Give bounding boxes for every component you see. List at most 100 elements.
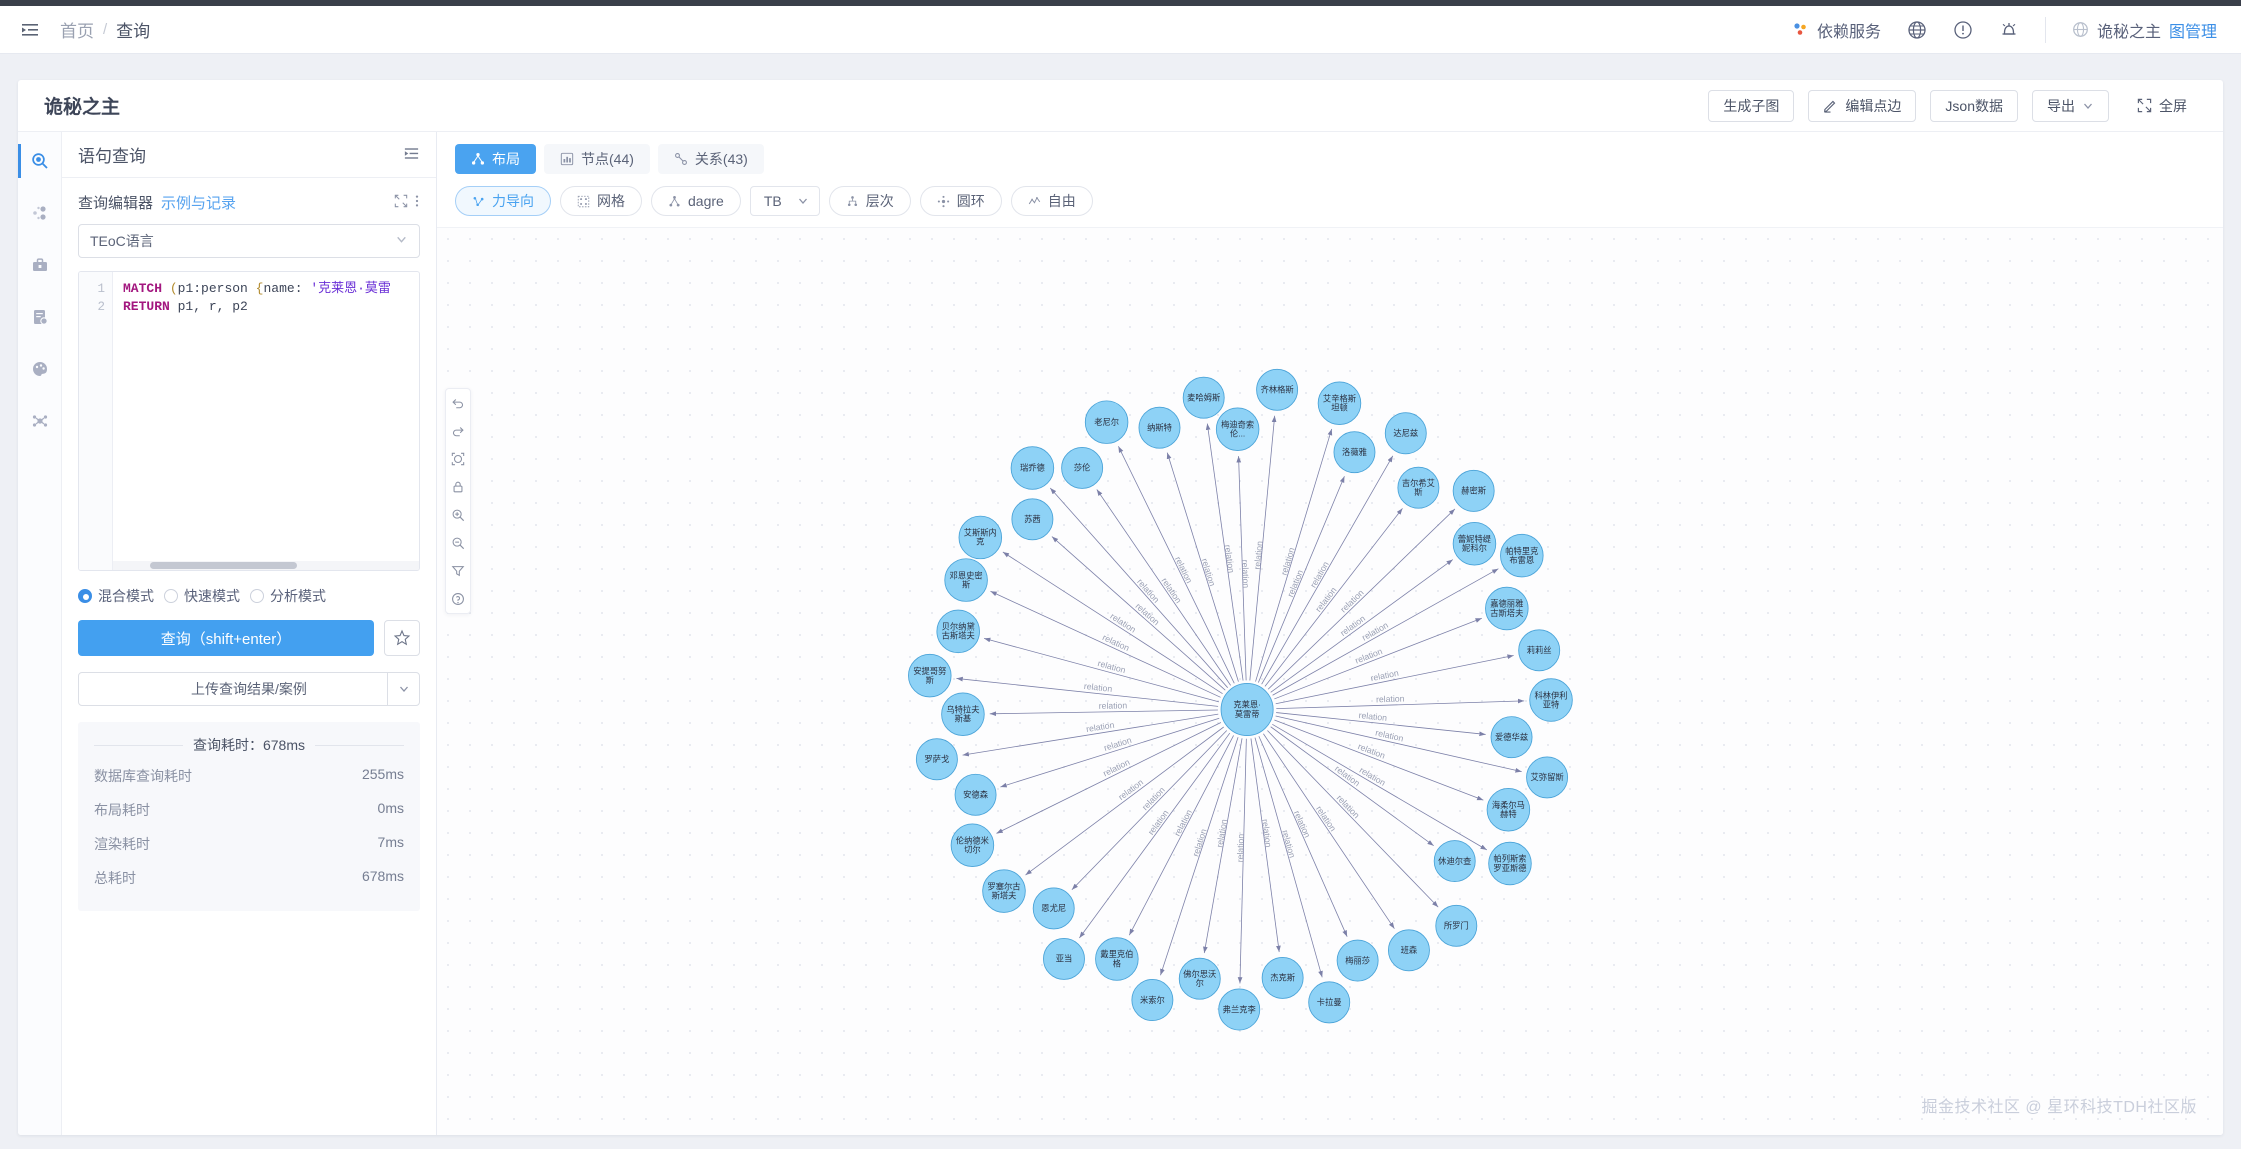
graph-node-circle[interactable]	[1256, 368, 1299, 411]
graph-edge[interactable]	[1254, 737, 1323, 978]
graph-node-circle[interactable]	[1218, 988, 1261, 1031]
graph-edge[interactable]	[1079, 732, 1231, 939]
graph-node-circle[interactable]	[1452, 522, 1497, 566]
info-circle-icon[interactable]	[1953, 20, 1973, 40]
graph-edge[interactable]	[1264, 508, 1403, 687]
graph-node-circle[interactable]	[1433, 840, 1476, 883]
upload-dropdown-chevron-down-icon[interactable]	[387, 673, 419, 705]
graph-node-circle[interactable]	[1333, 431, 1376, 474]
zoom-in-icon[interactable]	[451, 508, 465, 522]
graph-node-circle[interactable]	[950, 823, 995, 868]
graph-node-circle[interactable]	[1490, 716, 1533, 759]
graph-node-circle[interactable]	[1308, 981, 1351, 1024]
graph-node[interactable]: 爱德华兹	[1490, 716, 1533, 759]
graph-node[interactable]: 瑞乔德	[1010, 446, 1055, 490]
layout-grid[interactable]: 网格	[560, 186, 642, 216]
graph-node[interactable]: 亚当	[1043, 938, 1085, 980]
layout-force[interactable]: 力导向	[455, 186, 551, 216]
graph-node-circle[interactable]	[958, 515, 1003, 560]
graph-edge[interactable]	[989, 709, 1218, 717]
graph-edge[interactable]	[1096, 489, 1231, 686]
graph-edge[interactable]	[1261, 455, 1394, 685]
graph-node-circle[interactable]	[1043, 938, 1085, 980]
graph-node[interactable]: 达尼兹	[1384, 412, 1427, 455]
graph-node-center[interactable]: 克莱恩·莫雷蒂	[1220, 683, 1274, 737]
palette-icon[interactable]	[25, 354, 55, 384]
graph-node-circle[interactable]	[1138, 406, 1181, 449]
graph-edge[interactable]	[1236, 456, 1247, 681]
fit-view-icon[interactable]	[451, 452, 465, 466]
graph-edge[interactable]	[984, 637, 1220, 703]
graph-edge[interactable]	[1267, 508, 1456, 690]
mode-radio-mixed[interactable]: 混合模式	[78, 586, 154, 606]
graph-node[interactable]: 罗萨戈	[915, 738, 958, 781]
language-select[interactable]: TEoC语言	[78, 224, 420, 258]
graph-node[interactable]: 所罗门	[1435, 904, 1478, 947]
graph-edge[interactable]	[990, 590, 1221, 698]
redo-icon[interactable]	[451, 424, 465, 438]
current-graph[interactable]: 诡秘之主 图管理	[2072, 18, 2217, 42]
graph-node-circle[interactable]	[944, 558, 988, 602]
expand-icon[interactable]	[394, 194, 408, 212]
generate-subgraph-button[interactable]: 生成子图	[1708, 89, 1795, 122]
editor-horizontal-scrollbar[interactable]	[113, 561, 419, 570]
graph-node-circle[interactable]	[1384, 412, 1427, 455]
graph-node-circle[interactable]	[1010, 446, 1055, 490]
graph-node-circle[interactable]	[936, 609, 980, 654]
graph-edge[interactable]	[1272, 568, 1499, 696]
graph-edge[interactable]	[1002, 551, 1223, 695]
fullscreen-button[interactable]: 全屏	[2123, 90, 2201, 122]
toolbox-icon[interactable]	[25, 250, 55, 280]
more-options-icon[interactable]	[414, 194, 420, 212]
graph-edge[interactable]	[1237, 738, 1247, 984]
undo-icon[interactable]	[451, 396, 465, 410]
search-icon[interactable]	[25, 146, 55, 176]
analysis-icon[interactable]	[25, 198, 55, 228]
graph-edge[interactable]	[962, 713, 1219, 757]
graph-edge[interactable]	[1118, 446, 1235, 684]
lock-icon[interactable]	[451, 480, 465, 494]
json-data-button[interactable]: Json数据	[1930, 89, 2018, 122]
edit-nodes-edges-button[interactable]: 编辑点边	[1808, 89, 1917, 122]
graph-node-circle[interactable]	[982, 869, 1026, 913]
graph-node[interactable]: 齐林格斯	[1256, 368, 1299, 411]
graph-edge[interactable]	[1049, 487, 1229, 688]
code-editor[interactable]: 1 2 MATCH (p1:person {name: '克莱恩·莫雷 RETUR…	[78, 271, 420, 571]
graph-node-circle[interactable]	[915, 738, 958, 781]
graph-node[interactable]: 杰克斯	[1261, 956, 1304, 999]
graph-edge[interactable]	[1205, 423, 1244, 681]
layout-dagre[interactable]: dagre	[651, 186, 741, 216]
export-button[interactable]: 导出	[2032, 89, 2109, 122]
mode-radio-fast[interactable]: 快速模式	[164, 586, 240, 606]
help-icon[interactable]	[451, 592, 465, 606]
tab-layout[interactable]: 布局	[455, 144, 536, 174]
graph-edge[interactable]	[1249, 415, 1277, 681]
graph-edge[interactable]	[1270, 559, 1454, 693]
graph-node-circle[interactable]	[1220, 683, 1274, 737]
graph-node-circle[interactable]	[1215, 407, 1260, 452]
graph-node-circle[interactable]	[1500, 533, 1544, 578]
layout-direction-select[interactable]: TB	[749, 186, 820, 216]
graph-node[interactable]: 老尼尔	[1084, 400, 1129, 444]
examples-and-history-link[interactable]: 示例与记录	[161, 195, 237, 212]
graph-edge[interactable]	[1051, 536, 1226, 691]
graph-edge[interactable]	[1263, 733, 1395, 929]
upload-result-button[interactable]: 上传查询结果/案例	[78, 672, 420, 706]
graph-node-circle[interactable]	[908, 653, 952, 698]
collapse-menu-icon[interactable]	[18, 18, 42, 42]
graph-node-circle[interactable]	[1061, 447, 1104, 489]
dependency-service-button[interactable]: 依赖服务	[1792, 18, 1881, 42]
graph-node-circle[interactable]	[1182, 376, 1225, 419]
graph-edge[interactable]	[1275, 715, 1522, 773]
graph-node-circle[interactable]	[1452, 469, 1495, 512]
